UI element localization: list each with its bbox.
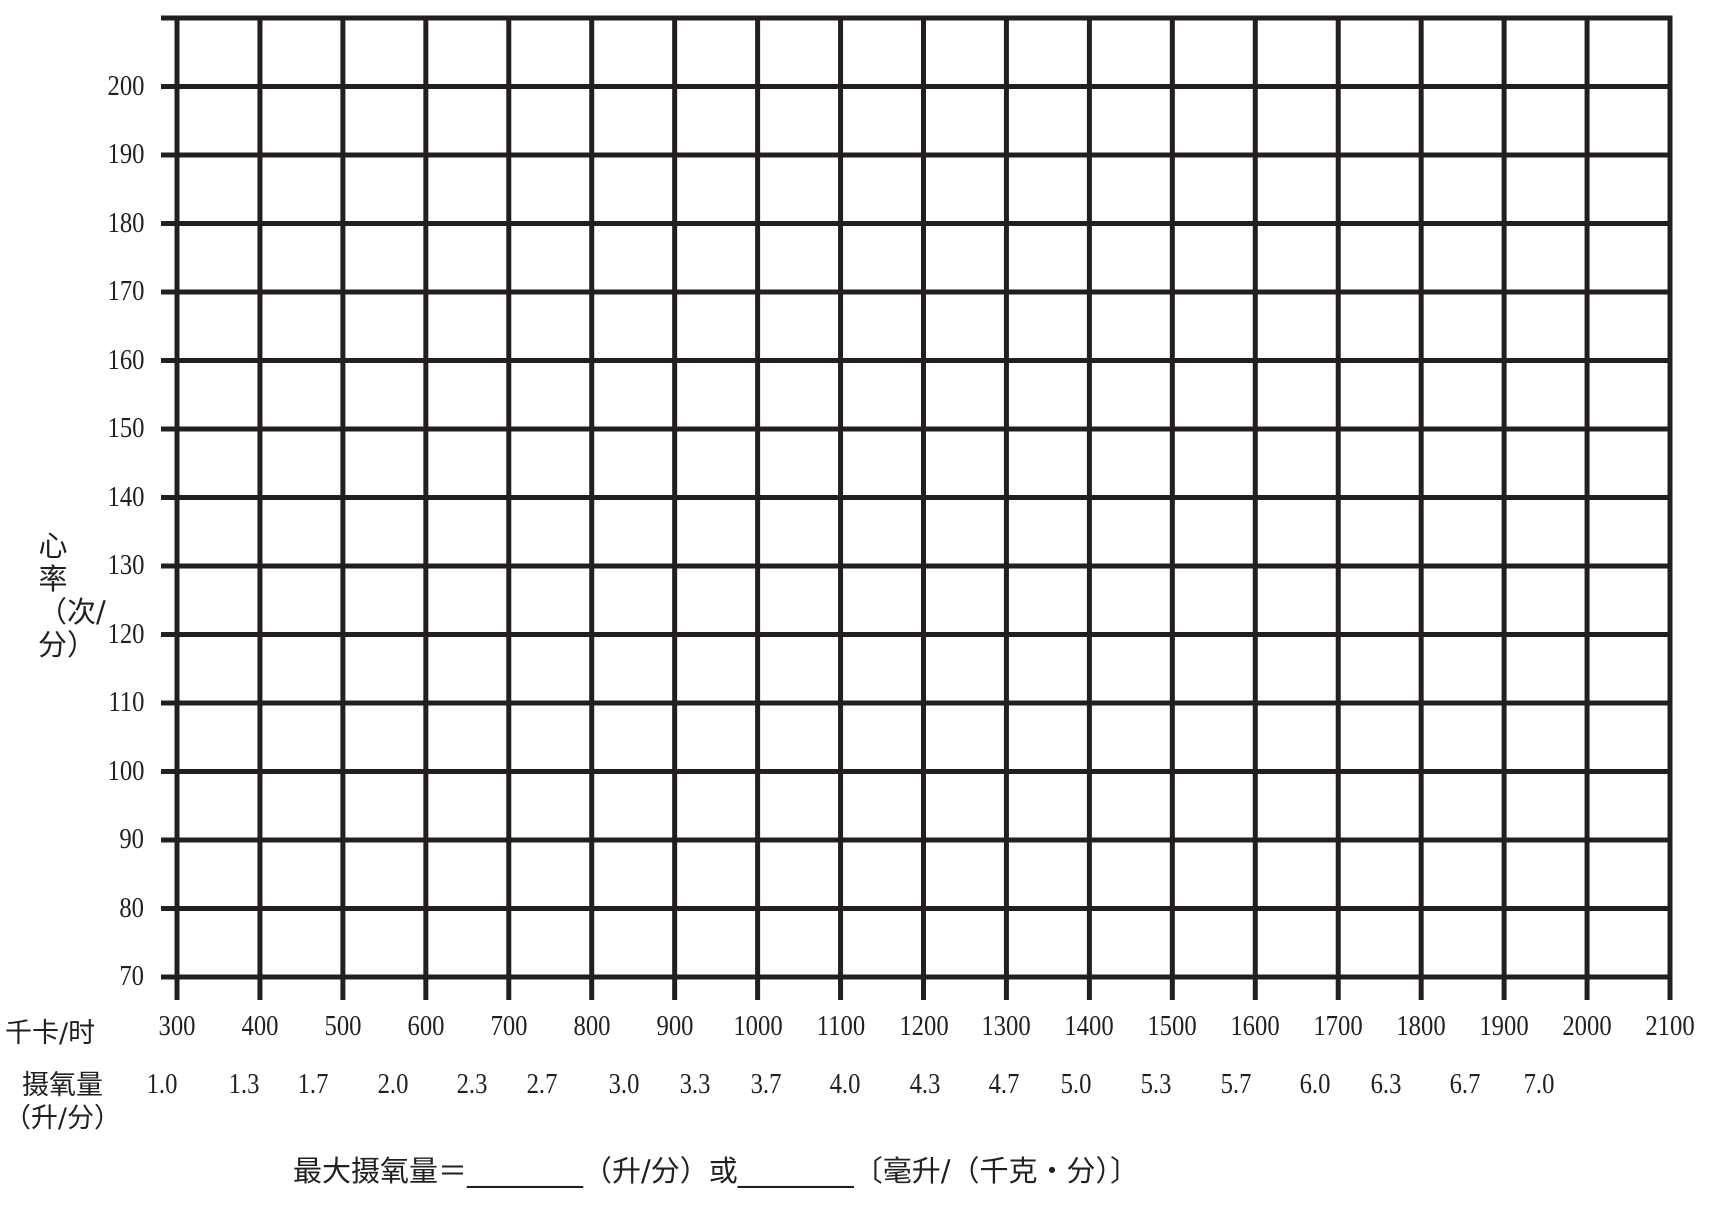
secondary-x-tick-label: 3.0 (608, 1068, 640, 1100)
secondary-x-tick-label: 6.3 (1370, 1068, 1402, 1100)
x-tick-label: 1200 (898, 1010, 949, 1042)
secondary-x-tick-label: 3.3 (679, 1068, 711, 1100)
secondary-x-tick-label: 1.0 (146, 1068, 178, 1100)
secondary-x-tick-label: 4.7 (988, 1068, 1020, 1100)
x-axis-label: 千卡/时 (5, 1018, 96, 1049)
x-tick-label: 1500 (1147, 1010, 1197, 1042)
secondary-x-tick-label: 2.3 (456, 1068, 488, 1100)
y-tick-label: 140 (107, 480, 144, 513)
y-tick-label: 170 (107, 275, 144, 307)
secondary-x-tick-label: 5.3 (1140, 1068, 1172, 1100)
x-tick-label: 600 (407, 1010, 445, 1042)
x-tick-label: 1600 (1230, 1010, 1280, 1042)
secondary-x-tick-label: 4.3 (909, 1068, 941, 1100)
x-tick-label: 1100 (816, 1010, 865, 1042)
secondary-x-tick-label: 4.0 (829, 1068, 861, 1100)
x-tick-label: 1300 (981, 1010, 1032, 1042)
secondary-x-tick-label: 1.7 (297, 1068, 329, 1100)
secondary-x-axis-label: 摄氧量（升/分） (3, 1070, 122, 1134)
y-tick-label: 70 (119, 960, 144, 992)
x-tick-label: 1000 (732, 1010, 783, 1042)
y-axis-label: 心率（次/分） (38, 529, 106, 662)
x-tick-label: 800 (573, 1010, 611, 1042)
y-tick-label: 120 (107, 617, 144, 650)
y-tick-label: 190 (107, 138, 144, 170)
y-tick-label: 110 (107, 686, 144, 718)
x-tick-label: 900 (656, 1010, 694, 1042)
y-tick-label: 200 (107, 69, 144, 102)
secondary-x-tick-label: 6.0 (1299, 1068, 1331, 1100)
secondary-x-tick-label: 7.0 (1523, 1068, 1555, 1100)
secondary-x-tick-label: 2.0 (377, 1068, 409, 1100)
y-tick-label: 150 (107, 412, 144, 444)
y-tick-label: 130 (107, 549, 144, 581)
x-tick-label: 700 (490, 1010, 528, 1042)
y-tick-label: 80 (119, 891, 144, 924)
y-tick-label: 180 (107, 206, 144, 239)
x-tick-label: 2000 (1562, 1010, 1612, 1042)
x-tick-label: 2100 (1645, 1010, 1695, 1042)
secondary-x-tick-label: 1.3 (228, 1068, 260, 1100)
secondary-x-tick-label: 3.7 (750, 1068, 782, 1100)
secondary-x-tick-label: 2.7 (526, 1068, 558, 1100)
x-tick-label: 1800 (1396, 1010, 1446, 1042)
y-tick-label: 90 (119, 823, 144, 855)
x-tick-label: 500 (324, 1010, 362, 1042)
x-tick-label: 400 (241, 1010, 279, 1042)
secondary-x-tick-label: 6.7 (1449, 1068, 1481, 1100)
secondary-x-tick-label: 5.0 (1060, 1068, 1092, 1100)
y-tick-label: 160 (107, 343, 144, 376)
secondary-x-tick-label: 5.7 (1220, 1068, 1252, 1100)
x-tick-label: 300 (158, 1010, 196, 1042)
x-tick-label: 1700 (1313, 1010, 1363, 1042)
x-tick-label: 1900 (1479, 1010, 1529, 1042)
y-tick-label: 100 (107, 754, 144, 787)
max-oxygen-formula: 最大摄氧量＝________（升/分）或________〔毫升/（千克・分）〕 (293, 1154, 1140, 1188)
x-tick-label: 1400 (1064, 1010, 1115, 1042)
